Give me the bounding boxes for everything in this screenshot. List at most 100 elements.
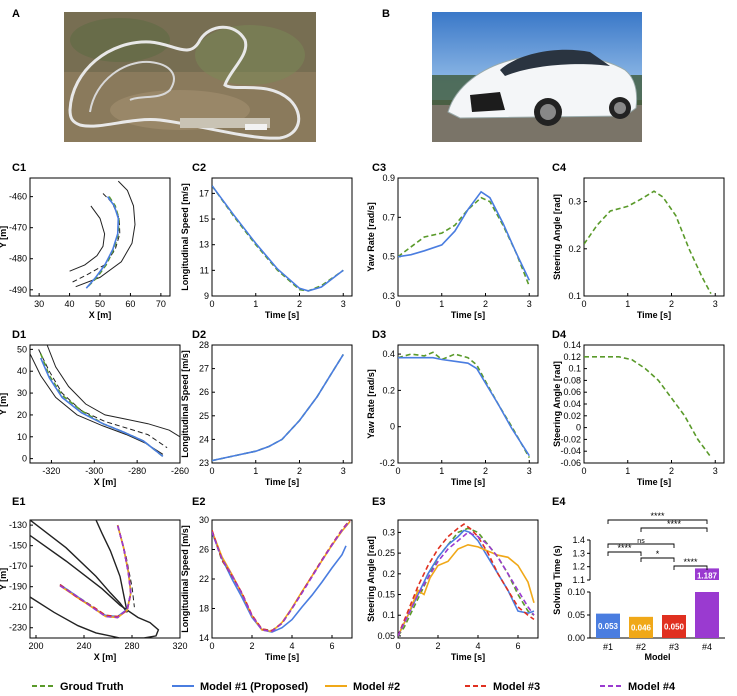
y-tick-label: 0.02: [563, 411, 581, 421]
y-axis-label: Y [m]: [0, 393, 8, 415]
chart-C2: 0 1 2 3 9 11 13 15 17 Time [s] Longitudinal Speed …: [180, 177, 353, 320]
y-tick-label: -150: [9, 541, 27, 551]
panel-letter-E1: E1: [12, 496, 25, 508]
x-tick-label: 3: [713, 466, 718, 476]
significance-bracket: [607, 543, 675, 548]
y-tick-label: 1.3: [572, 548, 585, 558]
y-tick-label: 0.9: [382, 173, 395, 183]
legend-label: Model #2: [353, 681, 400, 693]
x-tick-label: 30: [34, 299, 44, 309]
x-axis-label: Time [s]: [265, 652, 299, 662]
y-tick-label: 0.3: [568, 197, 581, 207]
significance-label: ****: [617, 543, 632, 553]
x-tick-label: -300: [85, 466, 103, 476]
y-axis-label: Yaw Rate [rad/s]: [366, 202, 376, 272]
y-tick-label: -170: [9, 561, 27, 571]
significance-label: ****: [650, 511, 665, 521]
y-tick-label: 1.1: [572, 575, 585, 585]
track-boundary: [30, 520, 128, 613]
series-m4: [59, 524, 132, 619]
y-tick-label: 0.4: [382, 349, 395, 359]
x-axis-label: Time [s]: [265, 310, 299, 320]
significance-label: ns: [637, 538, 645, 545]
x-tick-label: 2: [483, 466, 488, 476]
y-tick-label: 0.1: [382, 610, 395, 620]
x-tick-label: 200: [28, 641, 43, 651]
track-boundary: [46, 345, 180, 438]
x-tick-label: 2: [669, 466, 674, 476]
x-tick-label: 70: [156, 299, 166, 309]
satellite-image-track: [64, 12, 316, 142]
y-axis-label: Steering Angle [rad]: [552, 361, 562, 447]
y-tick-label: 0.00: [567, 633, 585, 643]
significance-bracket: [640, 527, 708, 532]
track-centerline: [38, 349, 168, 449]
x-axis-label: X [m]: [89, 310, 112, 320]
chart-E4: 0.00 0.05 0.10 1.1 1.2 1.3 1.4 Solving Time (s)…: [552, 511, 725, 662]
y-tick-label: 0.10: [567, 587, 585, 597]
significance-label: ****: [667, 519, 682, 529]
track-boundary: [30, 534, 160, 638]
x-tick-label: 2: [297, 299, 302, 309]
y-tick-label: -130: [9, 520, 27, 530]
y-tick-label: 0.3: [382, 291, 395, 301]
x-tick-label: 3: [713, 299, 718, 309]
y-tick-label: 0.15: [377, 590, 395, 600]
track-boundary: [30, 353, 164, 455]
plot-frame: [397, 519, 539, 639]
y-tick-label: 0.2: [568, 244, 581, 254]
x-axis-label: Time [s]: [637, 477, 671, 487]
legend-item-m4: Model #4: [600, 681, 676, 693]
panel-letter-E3: E3: [372, 496, 385, 508]
y-tick-label: 1.4: [572, 535, 585, 545]
y-tick-label: -0.02: [560, 434, 581, 444]
y-tick-label: 0.05: [377, 631, 395, 641]
x-tick-label: 1: [253, 299, 258, 309]
plot-frame: [211, 344, 353, 464]
panel-letter-C4: C4: [552, 162, 567, 174]
y-tick-label: 13: [199, 240, 209, 250]
y-tick-label: 10: [17, 432, 27, 442]
series-m1: [85, 196, 120, 289]
significance-label: ****: [683, 557, 698, 567]
legend-label: Model #3: [493, 681, 540, 693]
y-tick-label: 30: [17, 388, 27, 398]
x-tick-label: 3: [341, 466, 346, 476]
bar-value-label: 1.187: [697, 571, 718, 580]
x-tick-label: 2: [297, 466, 302, 476]
series-m4: [398, 531, 535, 637]
y-tick-label: -0.2: [379, 458, 395, 468]
series-gt: [212, 185, 344, 292]
bar-lower-#4: [695, 592, 719, 638]
car-photo: [432, 12, 642, 142]
legend-item-m1: Model #1 (Proposed): [172, 681, 309, 693]
x-axis-label: Time [s]: [265, 477, 299, 487]
x-tick-label: #2: [636, 642, 646, 652]
y-tick-label: 11: [200, 265, 209, 275]
series-m1: [212, 353, 344, 462]
plot-frame: [397, 177, 539, 297]
x-tick-label: 320: [172, 641, 187, 651]
panel-letter-D3: D3: [372, 329, 386, 341]
plot-frame: [397, 344, 539, 464]
series-m3: [212, 520, 351, 632]
series-m2: [398, 543, 535, 637]
chart-C4: 0 1 2 3 0.1 0.2 0.3 Time [s] Steering Angle [rad…: [552, 177, 725, 320]
y-axis-label: Solving Time (s): [552, 545, 562, 614]
y-tick-label: 0.1: [568, 291, 581, 301]
y-tick-label: 14: [199, 633, 209, 643]
panel-letter-D1: D1: [12, 329, 26, 341]
x-tick-label: 0: [581, 466, 586, 476]
y-tick-label: 17: [199, 188, 209, 198]
chart-C3: 0 1 2 3 0.3 0.5 0.7 0.9 Time [s] Yaw Rate [rad/s]: [366, 173, 539, 320]
bar-#2: [629, 616, 653, 638]
x-tick-label: 1: [253, 466, 258, 476]
legend-item-m2: Model #2: [325, 681, 400, 693]
series-m1: [398, 529, 535, 637]
y-tick-label: 0: [576, 423, 581, 433]
panel-letter-D4: D4: [552, 329, 567, 341]
y-tick-label: 0.12: [563, 352, 581, 362]
series-m1: [398, 190, 531, 281]
bar-upper-#4: [695, 568, 719, 580]
y-axis-label: Y [m]: [0, 226, 8, 248]
